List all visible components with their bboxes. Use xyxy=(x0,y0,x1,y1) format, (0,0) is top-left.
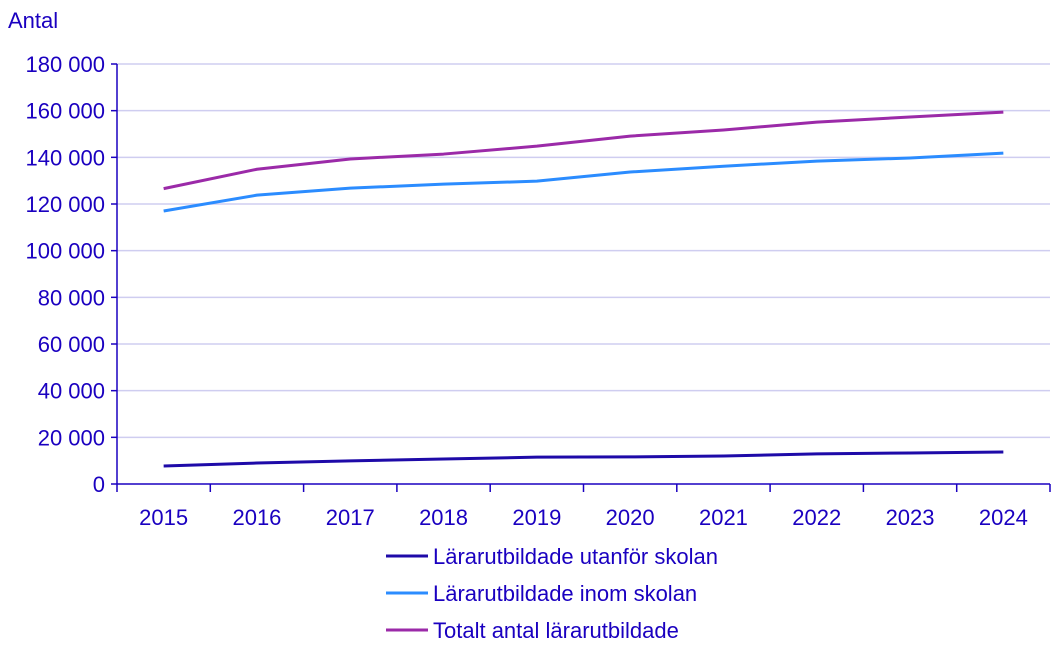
y-tick-label: 160 000 xyxy=(25,99,105,124)
y-tick-label: 60 000 xyxy=(38,332,105,357)
legend-label: Lärarutbildade utanför skolan xyxy=(433,544,718,569)
y-tick-label: 120 000 xyxy=(25,192,105,217)
legend-label: Lärarutbildade inom skolan xyxy=(433,581,697,606)
y-tick-label: 40 000 xyxy=(38,379,105,404)
x-tick-label: 2015 xyxy=(139,505,188,530)
y-axis-label: Antal xyxy=(8,8,58,33)
series-line-1 xyxy=(163,151,1004,213)
x-tick-label: 2024 xyxy=(979,505,1028,530)
y-tick-label: 100 000 xyxy=(25,239,105,264)
x-tick-label: 2021 xyxy=(699,505,748,530)
y-tick-label: 20 000 xyxy=(38,425,105,450)
y-tick-label: 180 000 xyxy=(25,52,105,77)
y-tick-label: 140 000 xyxy=(25,145,105,170)
x-tick-label: 2016 xyxy=(232,505,281,530)
x-tick-label: 2018 xyxy=(419,505,468,530)
y-tick-label: 80 000 xyxy=(38,285,105,310)
y-tick-label: 0 xyxy=(93,472,105,497)
legend-label: Totalt antal lärarutbildade xyxy=(433,618,679,643)
series-line-2 xyxy=(163,110,1004,191)
x-tick-label: 2022 xyxy=(792,505,841,530)
x-tick-label: 2023 xyxy=(886,505,935,530)
x-tick-label: 2017 xyxy=(326,505,375,530)
series-line-0 xyxy=(163,450,1004,468)
x-tick-label: 2019 xyxy=(512,505,561,530)
x-tick-label: 2020 xyxy=(606,505,655,530)
